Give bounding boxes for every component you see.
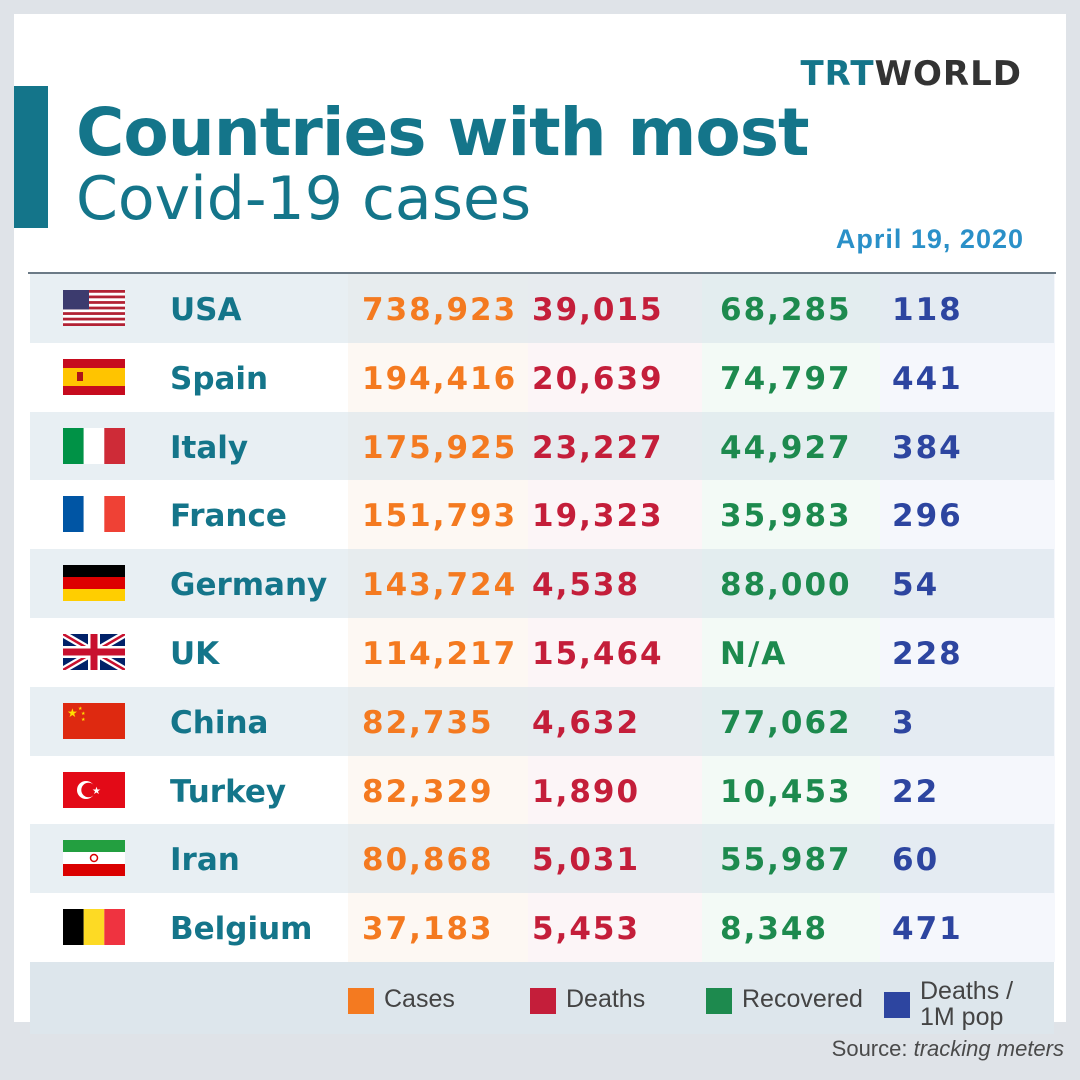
- recovered-swatch: [706, 988, 732, 1014]
- trt-world-logo: TRTWORLD: [800, 54, 1022, 94]
- legend-label-deaths-per-million: Deaths / 1M pop: [920, 977, 1014, 1031]
- legend-item-deaths: Deaths: [530, 986, 645, 1014]
- table-row: Belgium 37,183 5,453 8,348 471: [30, 893, 1054, 962]
- accent-bar: [14, 86, 48, 228]
- cases-cell: 80,868: [362, 842, 494, 879]
- cases-cell: 151,793: [362, 498, 518, 535]
- iran-flag-icon: [63, 840, 125, 877]
- table-row: Germany 143,724 4,538 88,000 54: [30, 549, 1054, 618]
- cases-cell: 82,329: [362, 773, 494, 810]
- deaths-cell: 20,639: [532, 360, 664, 397]
- deaths-swatch: [530, 988, 556, 1014]
- deaths-cell: 4,632: [532, 704, 641, 741]
- deaths-per-million-cell: 22: [892, 773, 940, 810]
- cases-cell: 82,735: [362, 704, 494, 741]
- cases-cell: 143,724: [362, 567, 518, 604]
- source-note: Source: tracking meters: [831, 1036, 1064, 1061]
- country-cell: Germany: [170, 567, 328, 604]
- recovered-cell: 44,927: [720, 429, 852, 466]
- deaths-cell: 5,031: [532, 842, 641, 879]
- legend-label-cases: Cases: [384, 985, 455, 1013]
- country-cell: UK: [170, 635, 220, 672]
- legend: Cases Deaths Recovered Deaths / 1M pop: [30, 962, 1054, 1034]
- table-row: UK 114,217 15,464 N/A 228: [30, 618, 1054, 687]
- logo-world: WORLD: [874, 54, 1022, 94]
- infographic-card: TRTWORLD Countries with most Covid-19 ca…: [14, 14, 1066, 1034]
- deaths-per-million-cell: 471: [892, 911, 963, 948]
- deaths-cell: 39,015: [532, 292, 664, 328]
- country-cell: USA: [170, 292, 242, 328]
- deaths-per-million-cell: 441: [892, 360, 963, 397]
- germany-flag-icon: [63, 565, 125, 602]
- deaths-per-million-cell: 384: [892, 429, 963, 466]
- table-row: ★ Turkey 82,329 1,890 10,453 22: [30, 756, 1054, 825]
- date-label: April 19, 2020: [835, 224, 1024, 254]
- cases-cell: 194,416: [362, 360, 518, 397]
- deaths-per-million-cell: 228: [892, 635, 963, 672]
- svg-text:★: ★: [81, 711, 86, 717]
- cases-cell: 37,183: [362, 911, 494, 948]
- deaths-cell: 23,227: [532, 429, 664, 466]
- deaths-cell: 1,890: [532, 773, 641, 810]
- recovered-cell: N/A: [720, 635, 788, 672]
- country-cell: Spain: [170, 360, 269, 397]
- deaths-per-million-cell: 54: [892, 567, 940, 604]
- china-flag-icon: ★ ★ ★ ★: [63, 702, 125, 739]
- cases-swatch: [348, 988, 374, 1014]
- table-row: Spain 194,416 20,639 74,797 441: [30, 343, 1054, 412]
- legend-item-cases: Cases: [348, 986, 455, 1014]
- belgium-flag-icon: [63, 909, 125, 946]
- deaths-per-million-cell: 60: [892, 842, 940, 879]
- recovered-cell: 68,285: [720, 292, 852, 328]
- svg-text:★: ★: [78, 706, 83, 712]
- country-cell: China: [170, 704, 269, 741]
- deaths-per-million-cell: 3: [892, 704, 916, 741]
- uk-flag-icon: [61, 630, 127, 674]
- country-cell: Turkey: [170, 773, 287, 810]
- deaths-cell: 5,453: [532, 911, 641, 948]
- table-row: USA 738,923 39,015 68,285 118: [30, 274, 1054, 343]
- recovered-cell: 77,062: [720, 704, 852, 741]
- country-cell: Iran: [170, 842, 240, 879]
- table-row: Iran 80,868 5,031 55,987 60: [30, 824, 1054, 894]
- legend-label-deaths: Deaths: [566, 985, 646, 1013]
- logo-trt: TRT: [800, 54, 875, 94]
- spain-flag-icon: [63, 358, 125, 395]
- svg-text:★: ★: [92, 786, 101, 797]
- recovered-cell: 10,453: [720, 773, 852, 810]
- header-divider: [28, 272, 1056, 274]
- country-cell: Italy: [170, 429, 249, 466]
- deaths-cell: 4,538: [532, 567, 641, 604]
- usa-flag-icon: [63, 290, 125, 327]
- cases-cell: 738,923: [362, 292, 518, 328]
- country-cell: France: [170, 498, 287, 535]
- page-subtitle: Covid-19 cases: [76, 164, 532, 234]
- recovered-cell: 74,797: [720, 360, 852, 397]
- recovered-cell: 8,348: [720, 911, 829, 948]
- cases-cell: 114,217: [362, 635, 518, 672]
- deaths-cell: 15,464: [532, 635, 664, 672]
- deaths-per-million-cell: 296: [892, 498, 963, 535]
- recovered-cell: 88,000: [720, 567, 852, 604]
- legend-item-recovered: Recovered: [706, 986, 863, 1014]
- table-row: ★ ★ ★ ★ China 82,735 4,632 77,062 3: [30, 686, 1054, 756]
- legend-item-deaths-per-million: Deaths / 1M pop: [884, 978, 1013, 1030]
- recovered-cell: 55,987: [720, 842, 852, 879]
- cases-cell: 175,925: [362, 429, 518, 466]
- turkey-flag-icon: ★: [63, 771, 125, 808]
- italy-flag-icon: [63, 427, 125, 464]
- data-table: USA 738,923 39,015 68,285 118 Spain 194,416 20,…: [30, 274, 1055, 962]
- deaths-per-million-swatch: [884, 992, 910, 1018]
- deaths-cell: 19,323: [532, 498, 664, 535]
- country-cell: Belgium: [170, 911, 313, 948]
- legend-label-recovered: Recovered: [742, 985, 863, 1013]
- deaths-per-million-cell: 118: [892, 292, 963, 328]
- svg-text:★: ★: [67, 706, 78, 720]
- recovered-cell: 35,983: [720, 498, 852, 535]
- svg-text:★: ★: [81, 717, 86, 723]
- france-flag-icon: [63, 496, 125, 533]
- page-title: Countries with most: [76, 94, 810, 171]
- table-row: France 151,793 19,323 35,983 296: [30, 480, 1054, 549]
- table-row: Italy 175,925 23,227 44,927 384: [30, 411, 1054, 481]
